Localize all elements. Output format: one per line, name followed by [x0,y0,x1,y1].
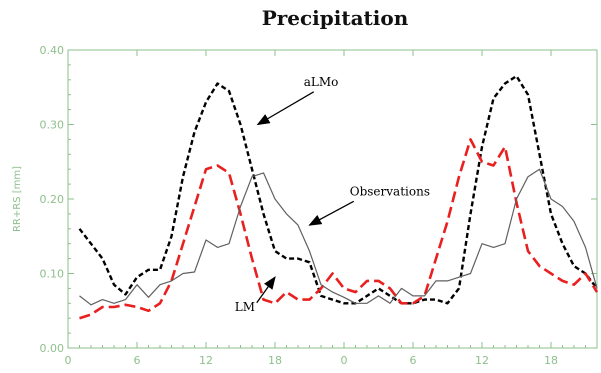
y-tick-label: 0.20 [40,193,65,206]
y-axis-label: RR+RS [mm] [12,166,23,232]
x-tick-label: 18 [268,354,282,367]
annotation-label: Observations [350,184,430,198]
axes: 0 6 12 18 0 6 12 18 0.00 0.10 0.20 0.30 0.40 [40,44,598,367]
series-line-observations [79,168,598,306]
annotation-label: LM [235,300,255,314]
annotation-arrow [256,91,315,126]
y-tick-label: 0.00 [40,342,65,355]
x-tick-label: 6 [410,354,417,367]
x-tick-label: 18 [544,354,558,367]
y-tick-label: 0.40 [40,44,65,57]
annotation-label: aLMo [304,75,339,89]
x-tick-label: 0 [65,354,72,367]
annotations: aLMo Observations LM [235,75,430,314]
series-lines [78,74,599,320]
chart-title: Precipitation [262,6,409,30]
y-tick-label: 0.30 [40,119,65,132]
series-line-almo [78,74,598,305]
plot-frame [67,49,598,349]
annotation-arrow [256,276,276,304]
x-tick-label: 0 [341,354,348,367]
x-tick-label: 6 [134,354,141,367]
y-tick-label: 0.10 [40,268,65,281]
series-line-lm [79,138,599,320]
x-tick-label: 12 [199,354,213,367]
x-tick-label: 12 [475,354,489,367]
annotation-arrow [308,200,355,226]
